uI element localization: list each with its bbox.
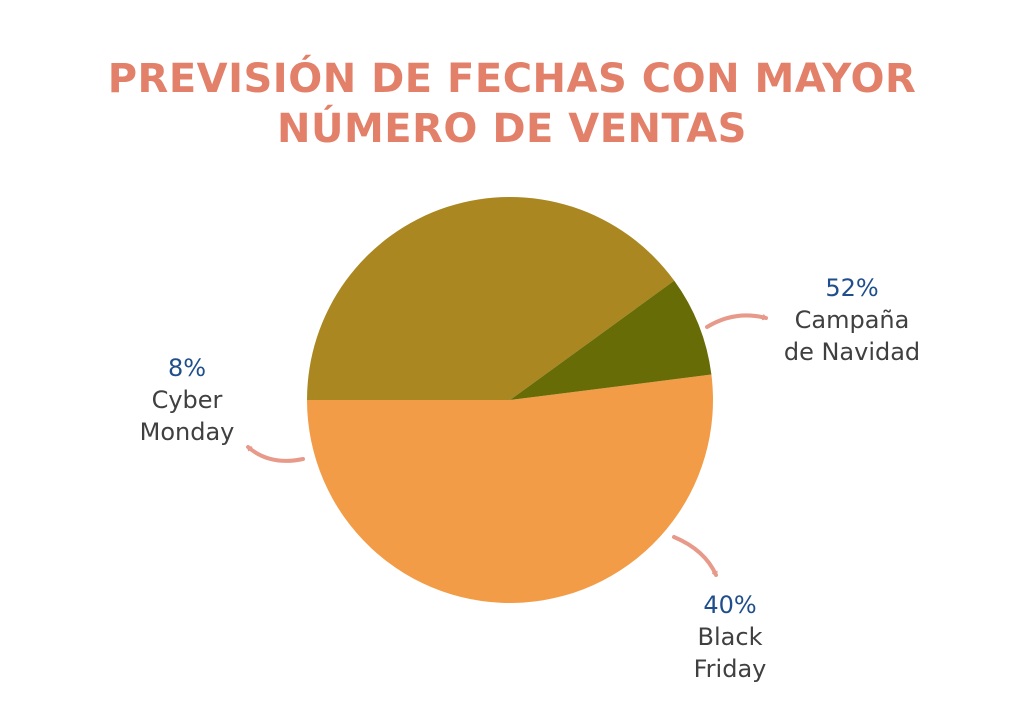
slice-label-cyber-monday: 8% Cyber Monday xyxy=(122,352,252,448)
slice-name-line: Friday xyxy=(693,655,767,683)
slice-percent-black-friday: 40% xyxy=(703,591,757,619)
arrow-cyber-monday xyxy=(246,445,305,463)
slice-label-black-friday: 40% Black Friday xyxy=(665,589,795,685)
pie-slice-black-friday xyxy=(307,197,675,400)
slice-name-line: de Navidad xyxy=(783,338,921,366)
slice-name-line: Campaña xyxy=(794,306,910,334)
slice-name-line: Monday xyxy=(139,418,235,446)
chart-title-line-2: NÚMERO DE VENTAS xyxy=(277,106,747,152)
slice-name-campana-de-navidad: Campaña de Navidad xyxy=(772,304,932,368)
slice-name-cyber-monday: Cyber Monday xyxy=(122,384,252,448)
slice-percent-cyber-monday: 8% xyxy=(167,354,207,382)
chart-title: PREVISIÓN DE FECHAS CON MAYOR NÚMERO DE … xyxy=(0,54,1024,154)
arrow-campana-de-navidad xyxy=(705,313,768,329)
slice-name-line: Black xyxy=(697,623,763,651)
slice-percent-campana-de-navidad: 52% xyxy=(825,274,879,302)
chart-title-line-1: PREVISIÓN DE FECHAS CON MAYOR xyxy=(107,56,917,102)
arrow-black-friday xyxy=(672,535,718,577)
pie-slice-campana-de-navidad xyxy=(307,374,713,603)
slice-label-campana-de-navidad: 52% Campaña de Navidad xyxy=(772,272,932,368)
pie-slices xyxy=(307,197,713,603)
slice-name-black-friday: Black Friday xyxy=(665,621,795,685)
slice-name-line: Cyber xyxy=(151,386,223,414)
pie-slice-cyber-monday xyxy=(510,280,712,400)
